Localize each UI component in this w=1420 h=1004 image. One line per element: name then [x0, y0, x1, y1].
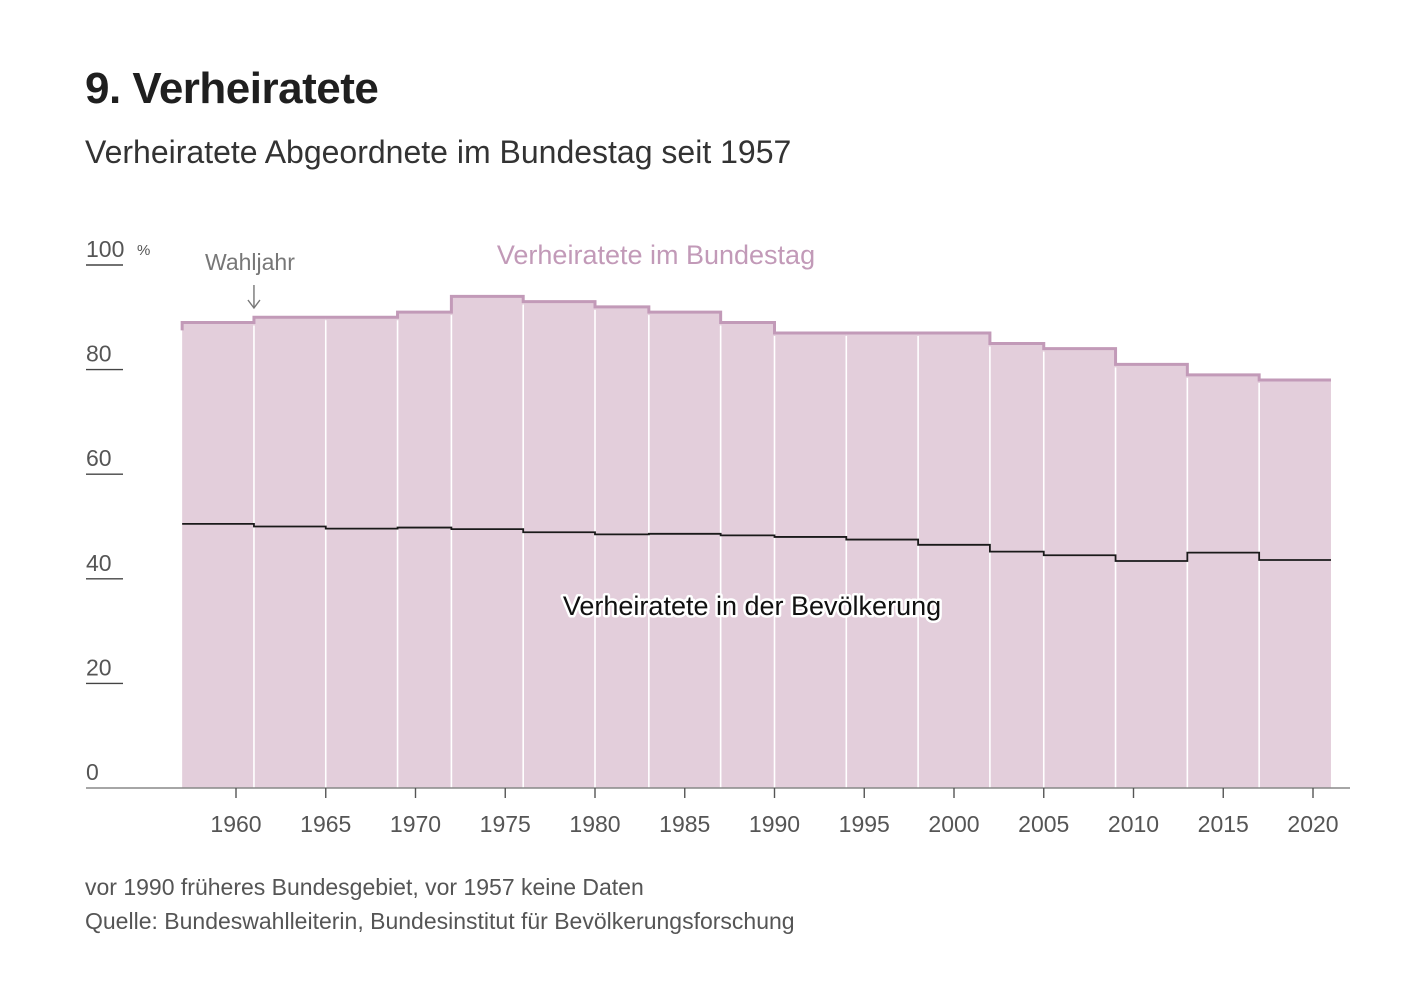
- x-tick-label: 2015: [1198, 811, 1249, 837]
- x-tick-label: 1980: [569, 811, 620, 837]
- y-tick-label: 80: [86, 341, 112, 367]
- x-tick-label: 1970: [390, 811, 441, 837]
- y-tick-label: 0: [86, 759, 99, 785]
- y-tick-label: 100: [86, 236, 124, 262]
- area-step-1983: [648, 312, 721, 788]
- area-step-1976: [523, 301, 595, 788]
- area-step-2002: [989, 343, 1044, 788]
- series-label-bundestag: Verheiratete im Bundestag: [497, 240, 815, 270]
- x-tick-label: 1985: [659, 811, 710, 837]
- x-tick-label: 1995: [839, 811, 890, 837]
- series-line-bundestag: [180, 294, 1331, 382]
- series-labels: Wahljahr Verheiratete im Bundestag Verheir…: [205, 240, 944, 624]
- area-step-1994: [846, 332, 919, 788]
- x-tick-label: 1990: [749, 811, 800, 837]
- x-tick-label: 1965: [300, 811, 351, 837]
- area-step-1998: [918, 332, 990, 788]
- area-layer: [182, 296, 1331, 788]
- x-tick-label: 2000: [928, 811, 979, 837]
- area-step-2009: [1115, 364, 1188, 788]
- area-step-1980: [595, 306, 649, 788]
- x-tick-label: 1960: [210, 811, 261, 837]
- area-step-1972: [451, 296, 524, 788]
- footnote-source: Quelle: Bundeswahlleiterin, Bundesinstit…: [85, 908, 795, 934]
- y-tick-label: 20: [86, 654, 112, 680]
- x-tick-label: 2020: [1287, 811, 1338, 837]
- area-step-1965: [325, 317, 398, 788]
- area-step-2005: [1043, 348, 1116, 788]
- chart-title: 9. Verheiratete: [85, 64, 379, 113]
- x-tick-label: 1975: [480, 811, 531, 837]
- series-label-bevoelkerung: Verheiratete in der Bevölkerung: [563, 591, 941, 621]
- y-axis: 0 20 40 60 80 100%: [86, 236, 150, 785]
- y-tick-label: 60: [86, 445, 112, 471]
- area-step-1969: [397, 312, 452, 788]
- area-step-1957: [182, 322, 254, 788]
- area-step-1990: [774, 332, 847, 788]
- y-tick-label: 40: [86, 550, 112, 576]
- chart-subtitle: Verheiratete Abgeordnete im Bundestag se…: [85, 134, 792, 170]
- x-tick-label: 2010: [1108, 811, 1159, 837]
- annotation-wahljahr: Wahljahr: [205, 249, 295, 275]
- series-line-bevoelkerung: [182, 522, 1331, 562]
- area-step-1961: [253, 317, 326, 788]
- footnote-territory: vor 1990 früheres Bundesgebiet, vor 1957…: [85, 874, 644, 900]
- election-year-separators: [253, 304, 1260, 788]
- y-unit-label: %: [137, 242, 150, 259]
- x-axis: 1960 1965 1970 1975 1980 1985 1990 1995 2000 2005…: [86, 787, 1350, 837]
- area-step-1987: [720, 322, 775, 788]
- annotation-arrow-head: [247, 299, 261, 310]
- area-step-2013: [1187, 374, 1260, 788]
- area-step-2017: [1259, 380, 1331, 788]
- series-lines: [180, 294, 1331, 562]
- x-tick-label: 2005: [1018, 811, 1069, 837]
